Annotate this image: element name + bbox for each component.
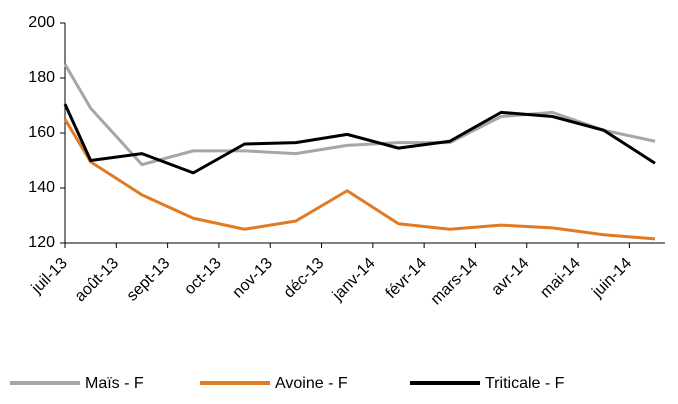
legend-label: Triticale - F xyxy=(485,375,565,392)
y-tick-label: 140 xyxy=(28,179,55,196)
series-line xyxy=(63,103,656,175)
x-tick-label: avr-14 xyxy=(488,255,532,299)
x-tick-label: oct-13 xyxy=(181,255,225,299)
x-tick-label: déc-13 xyxy=(281,255,328,302)
y-tick-label: 160 xyxy=(28,124,55,141)
x-tick-label: févr-14 xyxy=(383,255,430,302)
x-tick-label: nov-13 xyxy=(229,255,276,302)
series-line xyxy=(63,118,656,241)
x-tick-label: juil-13 xyxy=(28,255,71,298)
legend-label: Avoine - F xyxy=(275,375,348,392)
x-tick-label: mai-14 xyxy=(537,255,584,302)
legend-label: Maïs - F xyxy=(85,375,144,392)
x-tick-label: août-13 xyxy=(72,255,122,305)
x-tick-label: sept-13 xyxy=(124,255,174,305)
y-tick-label: 200 xyxy=(28,14,55,31)
x-tick-label: janv-14 xyxy=(329,255,379,305)
y-tick-label: 120 xyxy=(28,234,55,251)
x-tick-label: juin-14 xyxy=(588,255,635,302)
x-tick-label: mars-14 xyxy=(428,255,482,309)
series-line xyxy=(63,63,656,167)
y-tick-label: 180 xyxy=(28,69,55,86)
